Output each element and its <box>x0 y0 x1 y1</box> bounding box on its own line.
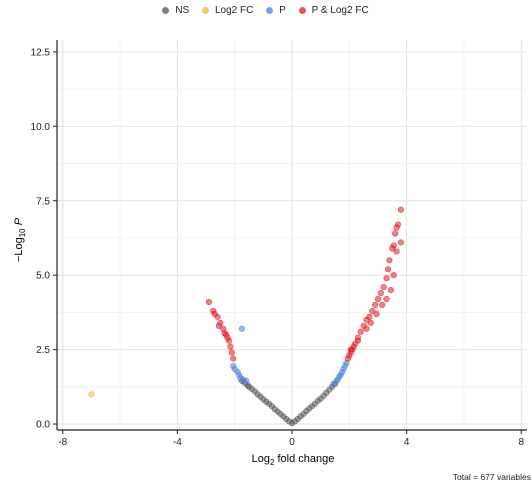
point-p-log2-fc <box>205 298 212 306</box>
data-points <box>88 206 405 427</box>
point-log2-fc <box>88 391 95 398</box>
point-p-log2-fc <box>377 289 384 297</box>
y-tick-label: 12.5 <box>31 47 51 58</box>
point-p-log2-fc <box>383 275 390 282</box>
point-p-log2-fc <box>379 301 386 309</box>
point-p-log2-fc <box>393 224 400 231</box>
axis-labels: Log2 fold change −Log10 P <box>13 217 334 467</box>
point-p-log2-fc <box>224 334 231 341</box>
legend-marker-p <box>266 7 274 14</box>
point-p-log2-fc <box>372 301 379 309</box>
point-p-log2-fc <box>215 322 223 329</box>
total-variables-caption: Total = 677 variables <box>452 472 531 482</box>
x-tick-label: -4 <box>173 437 182 448</box>
y-tick-label: 2.5 <box>36 345 50 356</box>
legend-label-p-log2fc: P & Log2 FC <box>311 5 369 16</box>
legend-label-ns: NS <box>175 5 190 16</box>
point-p-log2-fc <box>397 206 405 213</box>
y-tick-label: 7.5 <box>36 196 50 207</box>
point-p-log2-fc <box>392 230 399 237</box>
point-p-log2-fc <box>366 313 373 320</box>
axes: 0.0 2.5 5.0 7.5 10.0 12.5 -8 -4 0 4 8 <box>31 40 527 448</box>
point-p-log2-fc <box>390 242 397 249</box>
legend-marker-log2fc <box>202 7 209 14</box>
point-p-log2-fc <box>363 325 370 332</box>
y-tick-label: 5.0 <box>36 271 50 282</box>
x-tick-label: -8 <box>58 437 67 448</box>
legend-marker-ns <box>162 7 170 14</box>
point-p-log2-fc <box>221 330 228 337</box>
y-axis-label: −Log10 P <box>13 217 27 262</box>
point-p <box>243 377 250 384</box>
point-p-log2-fc <box>374 295 382 303</box>
point-p-log2-fc <box>354 337 362 344</box>
point-p-log2-fc <box>211 310 218 317</box>
x-tick-label: 8 <box>518 437 524 448</box>
legend-item-p-log2fc: P & Log2 FC <box>298 5 369 16</box>
point-p-log2-fc <box>384 266 392 273</box>
point-p-log2-fc <box>369 307 376 315</box>
y-tick-label: 0.0 <box>36 420 50 431</box>
legend-marker-p-log2fc <box>298 7 306 14</box>
legend-label-p: P <box>279 5 286 16</box>
point-p-log2-fc <box>357 328 364 335</box>
point-p-log2-fc <box>387 286 394 294</box>
legend-item-p: P <box>266 5 286 16</box>
point-p-log2-fc <box>386 257 393 264</box>
x-axis-label: Log2 fold change <box>252 453 335 467</box>
point-p-log2-fc <box>397 239 405 246</box>
legend: NS Log2 FC P P & Log2 FC <box>0 5 531 19</box>
point-p-log2-fc <box>393 248 400 255</box>
point-p-log2-fc <box>367 319 374 326</box>
point-p-log2-fc <box>380 283 387 291</box>
point-p-log2-fc <box>390 272 397 279</box>
legend-label-log2fc: Log2 FC <box>215 5 254 16</box>
point-p-log2-fc <box>383 295 390 303</box>
point-p-log2-fc <box>347 346 354 353</box>
legend-item-ns: NS <box>162 5 189 16</box>
point-p-log2-fc <box>230 355 237 362</box>
point-p-log2-fc <box>228 349 235 356</box>
grid-lines <box>57 40 527 430</box>
point-p <box>238 325 245 332</box>
x-tick-label: 0 <box>289 437 295 448</box>
legend-item-log2fc: Log2 FC <box>202 5 253 16</box>
x-tick-label: 4 <box>404 437 410 448</box>
point-p-log2-fc <box>373 310 380 317</box>
y-tick-label: 10.0 <box>31 122 51 133</box>
point-p-log2-fc <box>227 343 234 350</box>
